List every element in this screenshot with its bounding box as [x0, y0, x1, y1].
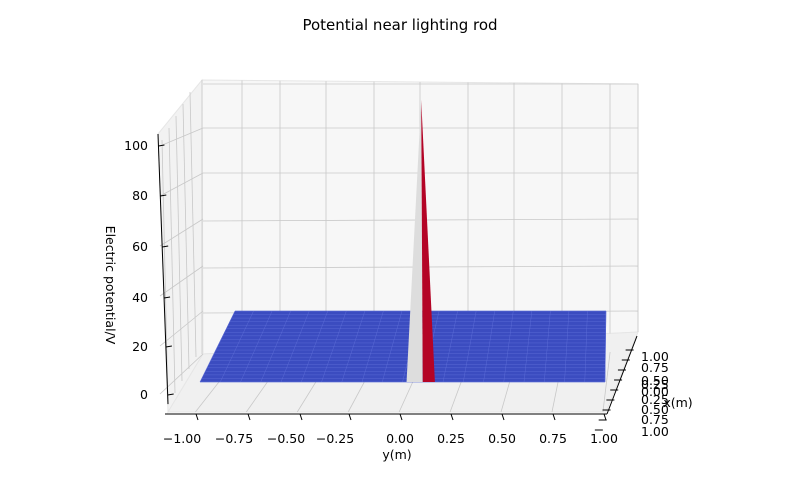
axis-lines [157, 133, 638, 415]
x-tick-label: 0.25 [641, 392, 669, 407]
z-axis-label: Electric potential/V [103, 226, 118, 345]
z-tick-label: 0 [140, 387, 148, 402]
y-tick [247, 413, 251, 421]
z-axis-line [157, 133, 169, 405]
z-tick-label: 60 [132, 239, 148, 254]
z-tick [162, 245, 169, 248]
x-tick-label: 0.00 [641, 384, 669, 399]
grid-line [159, 265, 204, 297]
y-tick [603, 413, 607, 421]
peak-face-left [406, 99, 423, 383]
chart-title: Potential near lighting rod [302, 16, 497, 34]
grid-line [189, 91, 197, 358]
grid-line [182, 103, 190, 370]
y-tick-label: −0.75 [215, 431, 253, 446]
grid-line [159, 310, 204, 347]
surface-mesh-line [442, 310, 458, 383]
z-tick [158, 144, 165, 147]
y-tick [348, 413, 352, 421]
y-tick-label: 0.25 [437, 431, 465, 446]
x-tick-label: 0.50 [641, 402, 669, 417]
z-tick-label: 40 [132, 290, 148, 305]
z-tick-label: 20 [132, 339, 148, 354]
surface-mesh-line [564, 310, 570, 383]
y-axis-label: y(m) [382, 447, 411, 462]
y-tick-label: 0.50 [488, 431, 516, 446]
grid-line [602, 351, 611, 413]
x-tick-label: 1.00 [641, 349, 669, 364]
x-axis-line [606, 335, 638, 415]
y-tick-label: 0.75 [539, 431, 567, 446]
grid-line [159, 172, 204, 197]
y-tick-label: −1.00 [163, 431, 201, 446]
surface-mesh-line [544, 310, 551, 383]
x-axis-label: x(m) [663, 395, 692, 410]
z-tick [163, 296, 171, 299]
surface-mesh-line [523, 310, 532, 383]
surface-mesh-line [483, 310, 495, 383]
peak-face-right [421, 99, 435, 383]
grid-line [159, 218, 204, 247]
grid-line [159, 127, 204, 147]
surface-mesh-line [584, 310, 588, 383]
z-tick [167, 393, 174, 396]
y-tick [299, 413, 303, 421]
x-tick-label: 0.25 [641, 377, 669, 392]
surface-mesh-line [604, 310, 607, 383]
y-tick [501, 413, 505, 421]
z-tick [160, 194, 167, 197]
surface-mesh-line [503, 310, 514, 383]
z-tick-label: 80 [132, 188, 148, 203]
z-tick-label: 100 [124, 138, 148, 153]
y-tick [552, 413, 556, 421]
y-tick-label: −0.25 [316, 431, 354, 446]
grid-line [168, 127, 176, 394]
y-tick-label: 0.00 [386, 431, 414, 446]
x-tick-label: 0.75 [641, 360, 669, 375]
y-tick-label: 1.00 [590, 431, 618, 446]
x-tick-label: 1.00 [641, 424, 669, 439]
grid-line [161, 139, 169, 406]
surface-mesh-line [463, 310, 477, 383]
x-tick-label: 0.50 [641, 373, 669, 388]
y-tick [399, 413, 403, 421]
x-tick-label: 0.75 [641, 412, 669, 427]
potential-surface [199, 99, 607, 383]
y-tick-label: −0.50 [267, 431, 305, 446]
y-tick [450, 413, 454, 421]
grid-line [175, 115, 183, 382]
y-tick [195, 413, 199, 421]
z-tick [165, 345, 172, 348]
tick-marks: −1.00 −0.75 −0.50 −0.25 0.00 0.25 0.50 0.75 1.00… [124, 138, 669, 446]
